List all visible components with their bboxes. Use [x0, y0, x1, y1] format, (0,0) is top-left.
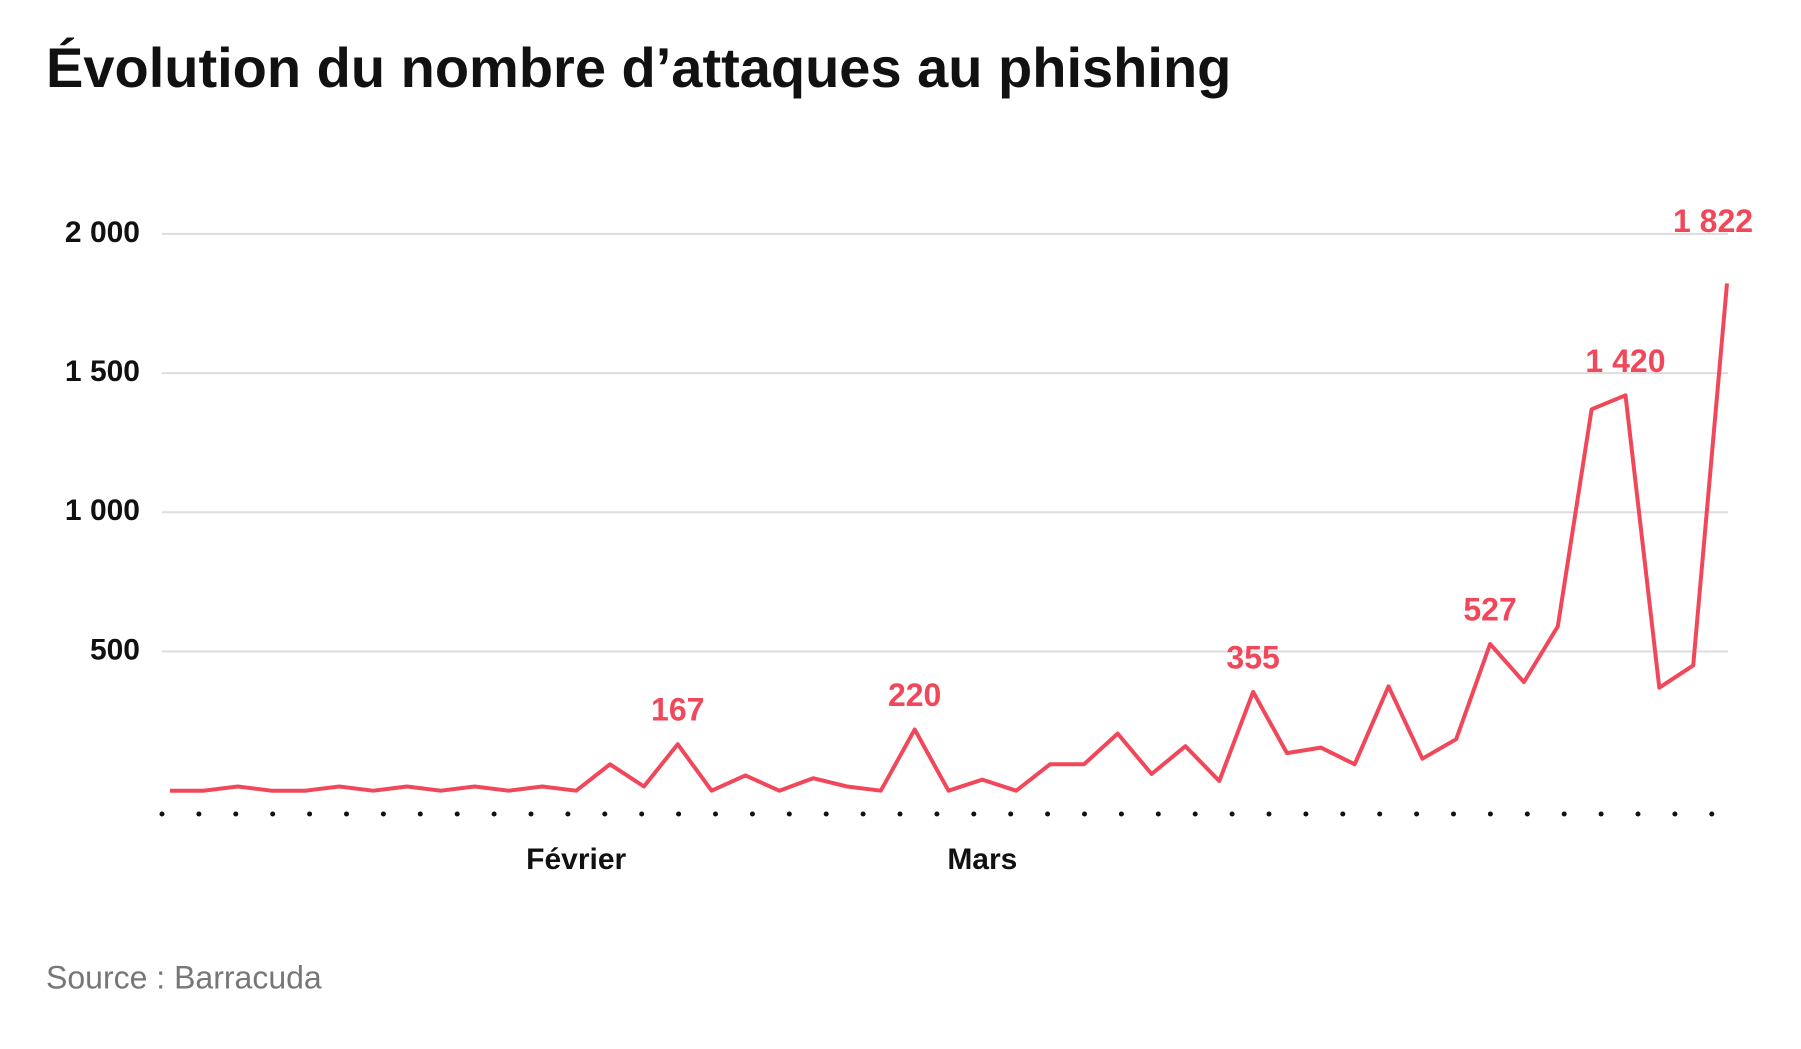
axis-dot: [1487, 811, 1493, 817]
axis-dot: [380, 811, 386, 817]
axis-dot: [233, 811, 239, 817]
axis-dot: [971, 811, 977, 817]
axis-dot: [159, 811, 165, 817]
axis-dot: [1303, 811, 1309, 817]
axis-dot: [344, 811, 349, 817]
source: Source : Barracuda: [46, 959, 322, 995]
data-label: 1 822: [1673, 203, 1753, 239]
axis-dot: [823, 811, 829, 817]
axis-dot: [1155, 811, 1161, 817]
axis-dot: [270, 811, 276, 817]
chart-title: Évolution du nombre d’attaques au phishi…: [46, 36, 1231, 99]
axis-dot: [676, 811, 682, 817]
y-tick-label: 1 000: [65, 494, 140, 527]
axis-dot: [860, 811, 866, 817]
data-label: 355: [1226, 639, 1279, 675]
axis-dot: [639, 811, 645, 817]
axis-dot: [1192, 811, 1198, 817]
axis-dot: [528, 811, 534, 817]
y-tick-label: 500: [90, 633, 140, 666]
axis-dot: [1118, 811, 1124, 817]
axis-dot: [1709, 811, 1715, 817]
axis-dot: [196, 811, 202, 817]
axis-dot: [307, 811, 313, 817]
data-label: 1 420: [1585, 343, 1665, 379]
axis-dot: [1561, 811, 1567, 817]
axis-dot: [565, 811, 571, 817]
axis-dot: [602, 811, 608, 817]
axis-dot: [1451, 811, 1456, 817]
axis-dot: [1672, 811, 1678, 817]
axis-dot: [1635, 811, 1641, 817]
axis-dot: [1377, 811, 1383, 817]
axis-dot: [1598, 811, 1604, 817]
x-tick-label: Mars: [947, 843, 1017, 876]
axis-dot: [1229, 811, 1235, 817]
axis-dot: [934, 811, 940, 817]
axis-dot: [1266, 811, 1272, 817]
axis-dot: [749, 811, 755, 817]
y-tick-label: 2 000: [65, 216, 140, 249]
axis-dot: [1524, 811, 1530, 817]
axis-dot: [491, 811, 497, 817]
axis-dot: [1340, 811, 1346, 817]
axis-dot: [417, 811, 423, 817]
line: [170, 283, 1729, 793]
axis-dot: [454, 811, 460, 817]
axis-dot: [1008, 811, 1014, 817]
axis-dot: [897, 811, 903, 817]
data-label: 167: [651, 692, 704, 728]
data-label: 527: [1463, 591, 1516, 627]
axis-dot: [1045, 811, 1051, 817]
data-label: 220: [888, 677, 941, 713]
x-tick-label: Février: [526, 843, 626, 876]
y-tick-label: 1 500: [65, 355, 140, 388]
axis-dot: [1414, 811, 1420, 817]
axis-dot: [786, 811, 792, 817]
axis-dot: [1082, 811, 1087, 817]
axis-dot: [713, 811, 718, 817]
